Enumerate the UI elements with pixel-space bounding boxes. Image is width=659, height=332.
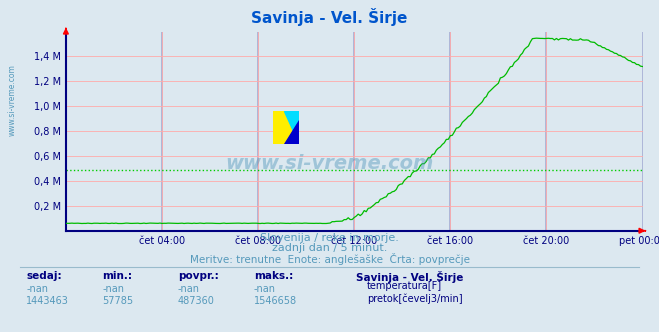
Text: pretok[čevelj3/min]: pretok[čevelj3/min]	[367, 294, 463, 304]
Text: 1443463: 1443463	[26, 296, 69, 306]
Text: 57785: 57785	[102, 296, 133, 306]
Polygon shape	[283, 120, 299, 144]
Text: www.si-vreme.com: www.si-vreme.com	[8, 64, 17, 135]
Text: Meritve: trenutne  Enote: anglešaške  Črta: povprečje: Meritve: trenutne Enote: anglešaške Črta…	[190, 253, 469, 265]
Text: -nan: -nan	[26, 284, 48, 294]
Text: -nan: -nan	[102, 284, 124, 294]
Text: -nan: -nan	[254, 284, 275, 294]
Text: maks.:: maks.:	[254, 271, 293, 281]
Text: -nan: -nan	[178, 284, 200, 294]
Text: min.:: min.:	[102, 271, 132, 281]
Text: povpr.:: povpr.:	[178, 271, 219, 281]
Text: 1546658: 1546658	[254, 296, 297, 306]
Text: www.si-vreme.com: www.si-vreme.com	[225, 154, 434, 173]
Text: Slovenija / reke in morje.: Slovenija / reke in morje.	[260, 233, 399, 243]
Text: zadnji dan / 5 minut.: zadnji dan / 5 minut.	[272, 243, 387, 253]
Text: Savinja - Vel. Širje: Savinja - Vel. Širje	[356, 271, 463, 283]
Polygon shape	[283, 111, 299, 144]
Text: temperatura[F]: temperatura[F]	[367, 281, 442, 290]
Text: Savinja - Vel. Širje: Savinja - Vel. Širje	[251, 8, 408, 26]
Text: sedaj:: sedaj:	[26, 271, 62, 281]
Text: 487360: 487360	[178, 296, 215, 306]
